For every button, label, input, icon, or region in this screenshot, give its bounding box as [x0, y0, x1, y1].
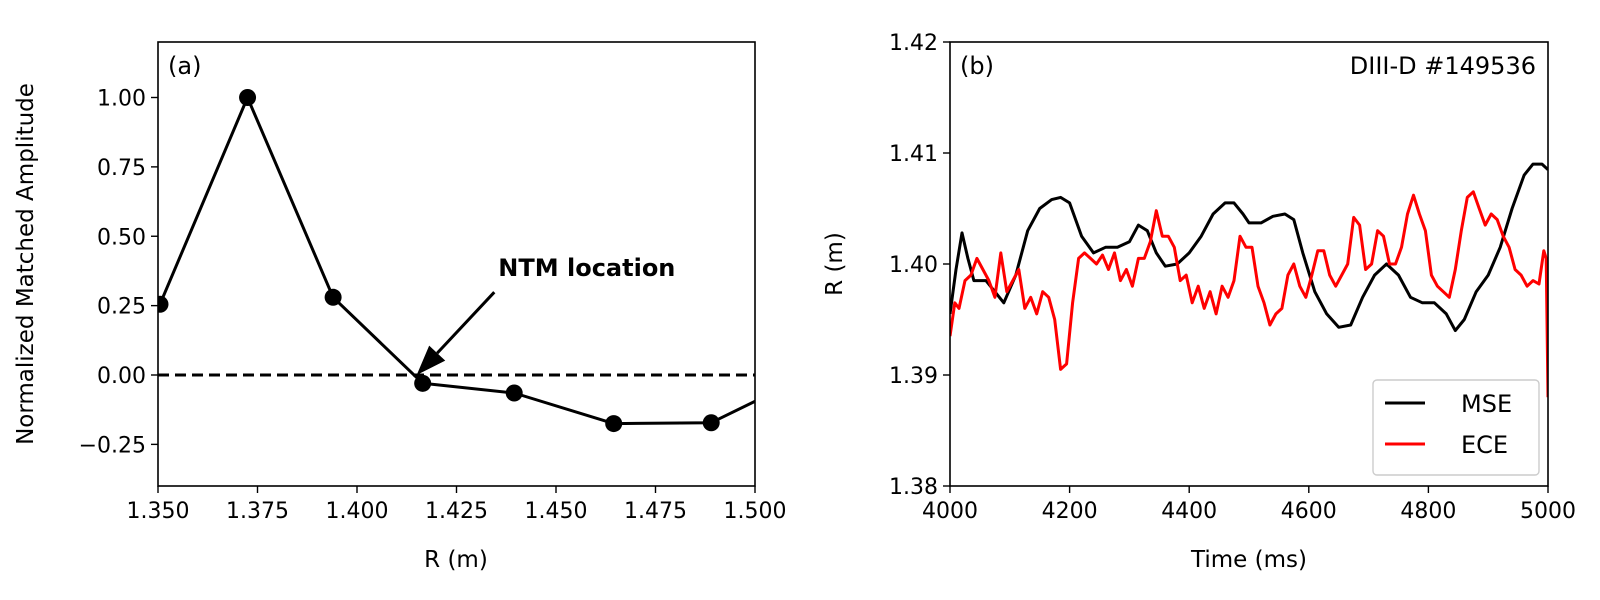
panel-b-ticks: 4000 4200 4400 4600 4800 5000 1.38 1.39 1.40 1.41…: [889, 31, 1576, 524]
x-tick-label: 1.450: [525, 499, 588, 524]
x-tick-label: 1.400: [326, 499, 389, 524]
panel-a-frame: [157, 41, 756, 487]
legend-box: [1372, 379, 1540, 476]
x-tick-label: 4000: [922, 499, 978, 524]
y-tick-label: 1.00: [97, 87, 146, 112]
data-point: [702, 414, 720, 432]
y-tick-label: 0.00: [97, 364, 146, 389]
y-tick-label: 1.41: [889, 142, 938, 167]
legend-label-ece: ECE: [1461, 431, 1508, 459]
series-line-ece: [950, 190, 1548, 398]
data-point: [505, 384, 523, 402]
panel-a-annotation: NTM location: [416, 254, 675, 375]
y-tick-label: 1.39: [889, 364, 938, 389]
panel-a-ticks: 1.350 1.375 1.400 1.425 1.450 1.475 1.500 −0.25…: [79, 87, 787, 525]
data-point: [239, 89, 257, 106]
x-tick-label: 1.350: [127, 499, 190, 524]
series-line-mse: [950, 162, 1548, 333]
x-tick-label: 4800: [1400, 499, 1456, 524]
legend-label-mse: MSE: [1461, 390, 1512, 418]
x-tick-label: 4600: [1281, 499, 1337, 524]
panel-b: 4000 4200 4400 4600 4800 5000 1.38 1.39 1.40 1.41…: [822, 31, 1576, 573]
panel-a-xlabel: R (m): [424, 547, 488, 573]
y-tick-label: 0.25: [97, 295, 146, 320]
y-tick-label: 0.50: [97, 225, 146, 250]
panel-a-series: [158, 89, 755, 433]
annotation-text: NTM location: [498, 254, 675, 282]
data-point: [414, 374, 432, 392]
annotation-arrow-head: [416, 345, 446, 375]
data-point: [605, 415, 623, 433]
panel-a-label: (a): [168, 52, 201, 80]
panel-a: 1.350 1.375 1.400 1.425 1.450 1.475 1.500 −0.25…: [13, 41, 787, 573]
y-tick-label: 1.40: [889, 253, 938, 278]
legend: MSE ECE: [1372, 379, 1540, 476]
panel-b-series: [950, 162, 1548, 398]
panel-b-xlabel: Time (ms): [1190, 547, 1307, 573]
panel-b-ylabel: R (m): [822, 232, 848, 296]
x-tick-label: 1.425: [425, 499, 488, 524]
y-tick-label: 0.75: [97, 156, 146, 181]
y-tick-label: 1.38: [889, 475, 938, 500]
x-tick-label: 5000: [1520, 499, 1576, 524]
y-tick-label: 1.42: [889, 31, 938, 56]
panel-b-label: (b): [960, 52, 994, 80]
panel-a-ylabel: Normalized Matched Amplitude: [13, 83, 39, 445]
data-point: [158, 295, 169, 313]
x-tick-label: 4200: [1042, 499, 1098, 524]
x-tick-label: 1.500: [724, 499, 787, 524]
series-line: [158, 96, 755, 426]
panel-b-frame: [949, 41, 1549, 487]
annotation-arrow-shaft: [436, 291, 496, 355]
panel-b-title: DIII-D #149536: [1350, 52, 1536, 80]
x-tick-label: 4400: [1161, 499, 1217, 524]
x-tick-label: 1.375: [226, 499, 289, 524]
x-tick-label: 1.475: [624, 499, 687, 524]
y-tick-label: −0.25: [79, 433, 146, 458]
data-point: [324, 288, 342, 306]
